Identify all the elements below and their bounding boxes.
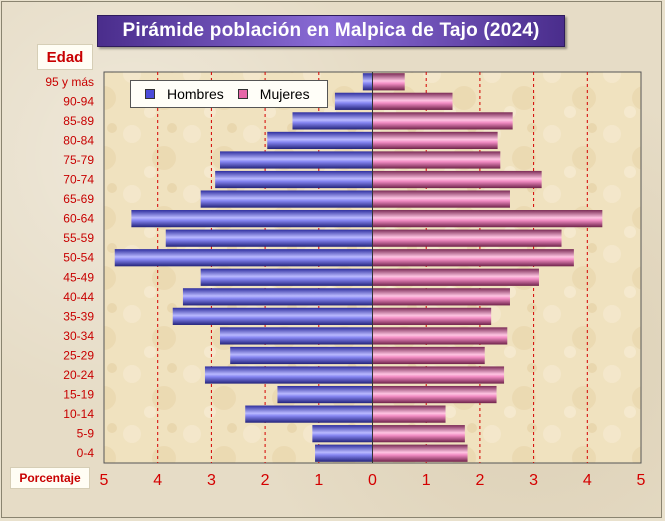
bar-mujeres-5-9 <box>372 425 465 443</box>
bar-hombres-0-4 <box>315 444 373 462</box>
bar-mujeres-0-4 <box>372 444 468 462</box>
bar-hombres-55-59 <box>165 229 373 247</box>
category-label: 90-94 <box>63 94 94 108</box>
category-label: 75-79 <box>63 153 94 167</box>
bar-hombres-60-64 <box>131 210 373 228</box>
x-tick-label: 4 <box>153 472 162 489</box>
bar-hombres-75-79 <box>219 151 373 169</box>
category-label: 65-69 <box>63 192 94 206</box>
bar-hombres-20-24 <box>204 366 373 384</box>
x-tick-label: 3 <box>207 472 216 489</box>
bar-mujeres-30-34 <box>372 327 508 345</box>
legend-label-mujeres: Mujeres <box>259 86 310 102</box>
x-axis-title: Porcentaje <box>10 467 90 489</box>
x-tick-label: 5 <box>100 472 109 489</box>
category-label: 5-9 <box>77 427 95 441</box>
category-label: 10-14 <box>63 407 94 421</box>
bar-hombres-80-84 <box>267 131 373 150</box>
category-label: 80-84 <box>63 133 94 147</box>
bar-hombres-15-19 <box>277 385 373 404</box>
x-tick-label: 4 <box>583 472 592 489</box>
category-label: 40-44 <box>63 290 94 304</box>
bar-mujeres-40-44 <box>372 288 510 306</box>
bar-hombres-30-34 <box>219 327 373 345</box>
bar-hombres-5-9 <box>312 425 373 443</box>
bar-mujeres-55-59 <box>372 229 562 247</box>
category-label: 45-49 <box>63 270 94 284</box>
bar-hombres-35-39 <box>172 307 373 325</box>
legend-item-hombres: Hombres <box>145 86 224 102</box>
bar-hombres-65-69 <box>200 190 373 208</box>
bar-hombres-25-29 <box>230 346 373 365</box>
x-tick-label: 2 <box>261 472 270 489</box>
category-label: 85-89 <box>63 114 94 128</box>
bar-mujeres-20-24 <box>372 366 505 384</box>
x-tick-label: 1 <box>422 472 431 489</box>
bar-mujeres-90-94 <box>372 92 453 110</box>
category-label: 35-39 <box>63 309 94 323</box>
category-label: 25-29 <box>63 348 94 362</box>
x-tick-label: 5 <box>637 472 646 489</box>
bar-mujeres-75-79 <box>372 151 501 169</box>
bar-hombres-95-y-más <box>362 73 373 91</box>
x-tick-label: 3 <box>529 472 538 489</box>
legend-swatch-hombres <box>145 89 155 99</box>
bar-hombres-90-94 <box>334 92 373 110</box>
bar-mujeres-25-29 <box>372 346 485 365</box>
category-label: 50-54 <box>63 251 94 265</box>
bar-mujeres-10-14 <box>372 405 446 423</box>
bar-hombres-45-49 <box>200 268 373 286</box>
category-label: 95 y más <box>45 75 94 89</box>
bar-mujeres-80-84 <box>372 131 498 150</box>
x-tick-label: 0 <box>368 472 377 489</box>
category-label: 55-59 <box>63 231 94 245</box>
legend-label-hombres: Hombres <box>167 86 224 102</box>
bar-hombres-40-44 <box>182 288 373 306</box>
x-tick-label: 2 <box>475 472 484 489</box>
bar-mujeres-85-89 <box>372 112 513 130</box>
category-label: 20-24 <box>63 368 94 382</box>
bar-hombres-70-74 <box>215 170 373 189</box>
category-label: 15-19 <box>63 388 94 402</box>
bar-mujeres-35-39 <box>372 307 492 325</box>
bar-hombres-50-54 <box>114 249 373 267</box>
legend-item-mujeres: Mujeres <box>237 86 310 102</box>
bar-mujeres-15-19 <box>372 385 497 404</box>
category-label: 60-64 <box>63 212 94 226</box>
bar-hombres-10-14 <box>245 405 373 423</box>
bar-mujeres-95-y-más <box>372 73 405 91</box>
bar-mujeres-65-69 <box>372 190 510 208</box>
category-label: 30-34 <box>63 329 94 343</box>
bar-mujeres-50-54 <box>372 249 574 267</box>
y-axis-title: Edad <box>37 44 93 70</box>
x-tick-label: 1 <box>314 472 323 489</box>
bar-mujeres-45-49 <box>372 268 539 286</box>
chart-title: Pirámide población en Malpica de Tajo (2… <box>97 15 565 47</box>
category-label: 0-4 <box>77 446 95 460</box>
legend-swatch-mujeres <box>237 89 248 99</box>
bar-mujeres-60-64 <box>372 210 603 228</box>
bar-mujeres-70-74 <box>372 170 542 189</box>
legend: Hombres Mujeres <box>130 80 328 108</box>
bar-hombres-85-89 <box>292 112 373 130</box>
category-label: 70-74 <box>63 173 94 187</box>
